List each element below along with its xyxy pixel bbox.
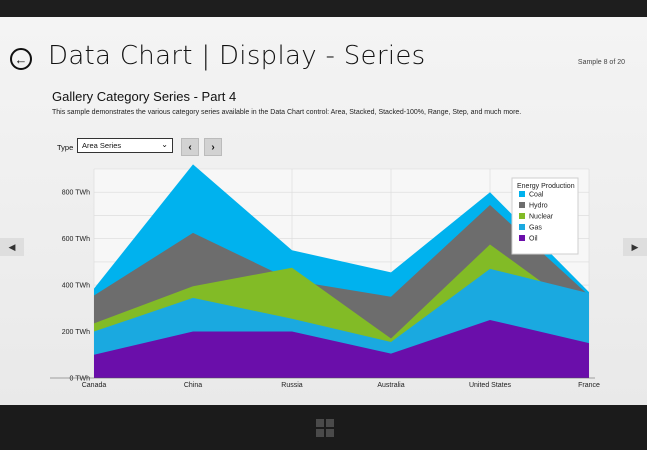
legend-swatch [519,213,525,219]
chevron-right-icon: › [211,141,215,153]
chevron-down-icon: ⌄ [161,140,168,149]
windows-logo-icon[interactable] [316,419,334,437]
x-tick-label: Canada [82,382,107,389]
type-label: Type [57,143,74,152]
y-tick-label: 800 TWh [62,190,90,197]
energy-area-chart: 0 TWh 200 TWh 400 TWh 600 TWh 800 TWh Canada C… [50,164,600,389]
x-tick-label: China [184,382,202,389]
legend-label: Oil [529,236,538,243]
x-tick-label: France [578,382,600,389]
page-title: Data Chart | Display - Series [48,41,426,71]
chevron-right-icon: ▶ [631,241,639,252]
previous-sample-button[interactable]: ◀ [0,238,24,256]
device-bezel-top [0,0,647,17]
legend-swatch [519,202,525,208]
x-tick-label: United States [469,382,512,389]
legend-title: Energy Production [517,183,575,190]
chevron-left-icon: ◀ [8,241,16,252]
series-type-dropdown[interactable]: Area Series ⌄ [77,138,173,153]
chevron-left-icon: ‹ [188,141,192,153]
legend-label: Coal [529,192,544,199]
y-tick-label: 200 TWh [62,329,90,336]
previous-type-button[interactable]: ‹ [181,138,199,156]
next-sample-button[interactable]: ▶ [623,238,647,256]
series-area-oil [94,319,589,378]
legend-label: Nuclear [529,214,554,221]
legend-label: Hydro [529,203,548,210]
legend-swatch [519,224,525,230]
sample-counter: Sample 8 of 20 [577,59,625,66]
device-bezel-bottom [0,405,647,450]
legend-swatch [519,191,525,197]
sample-description: This sample demonstrates the various cat… [52,109,522,116]
x-tick-label: Russia [281,382,303,389]
x-tick-label: Australia [377,382,404,389]
sample-subtitle: Gallery Category Series - Part 4 [52,89,237,104]
y-tick-label: 0 TWh [70,376,91,383]
next-type-button[interactable]: › [204,138,222,156]
back-arrow-icon[interactable]: ← [10,48,32,70]
legend-label: Gas [529,225,542,232]
series-type-value: Area Series [82,141,122,150]
y-tick-label: 600 TWh [62,236,90,243]
legend-swatch [519,235,525,241]
y-tick-label: 400 TWh [62,283,90,290]
app-screen: ← Data Chart | Display - Series Sample 8… [0,17,647,405]
